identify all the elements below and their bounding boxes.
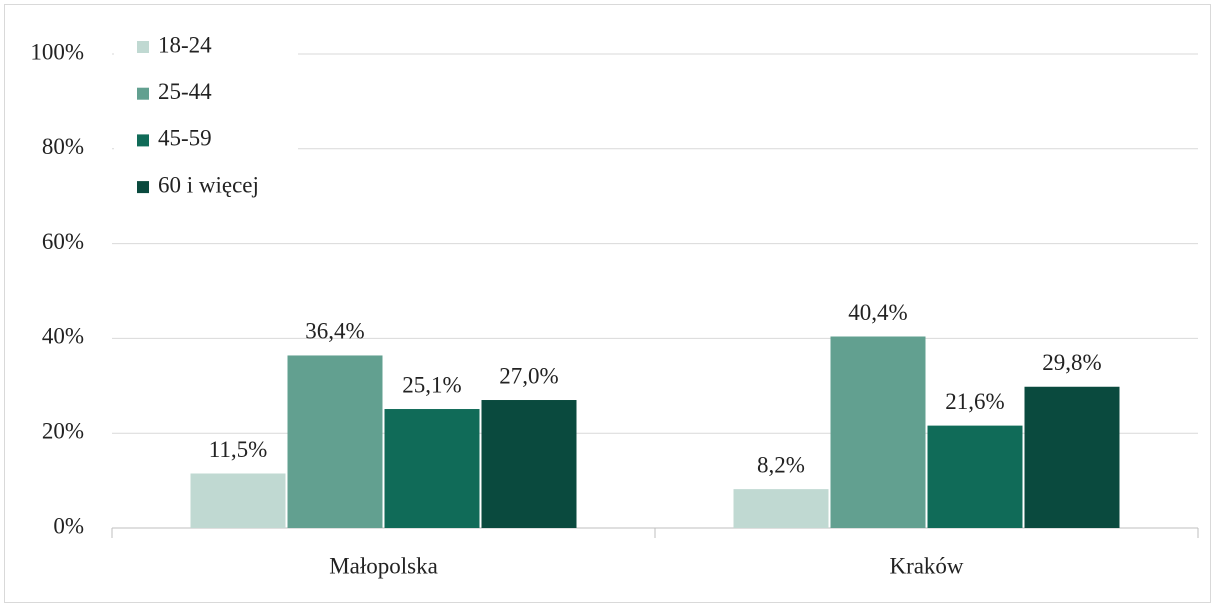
legend-swatch	[137, 87, 149, 100]
bar	[1024, 386, 1120, 528]
legend-swatch	[137, 181, 149, 194]
legend-swatch	[137, 134, 149, 147]
legend-label: 18-24	[158, 32, 212, 57]
bar	[830, 336, 926, 528]
y-tick-label: 80%	[42, 134, 84, 159]
legend-label: 45-59	[158, 126, 212, 151]
y-tick-label: 20%	[42, 418, 84, 443]
legend-background	[114, 26, 298, 208]
legend-label: 60 i więcej	[158, 172, 259, 197]
value-label: 27,0%	[499, 363, 558, 388]
y-tick-label: 100%	[30, 39, 84, 64]
value-label: 8,2%	[757, 452, 805, 477]
x-tick-label: Małopolska	[329, 553, 438, 578]
bar	[190, 473, 286, 528]
bar	[287, 355, 383, 528]
y-tick-label: 0%	[53, 513, 84, 538]
value-label: 40,4%	[848, 300, 907, 325]
value-label: 21,6%	[945, 389, 1004, 414]
y-tick-label: 60%	[42, 229, 84, 254]
bar	[733, 489, 829, 528]
value-label: 11,5%	[209, 437, 268, 462]
legend-label: 25-44	[158, 79, 212, 104]
y-tick-label: 40%	[42, 324, 84, 349]
bar	[481, 400, 577, 528]
bar	[384, 409, 480, 528]
bar	[927, 425, 1023, 528]
value-label: 25,1%	[402, 372, 461, 397]
legend-swatch	[137, 41, 149, 53]
value-label: 36,4%	[305, 319, 364, 344]
x-tick-label: Kraków	[889, 553, 963, 578]
value-label: 29,8%	[1042, 350, 1101, 375]
